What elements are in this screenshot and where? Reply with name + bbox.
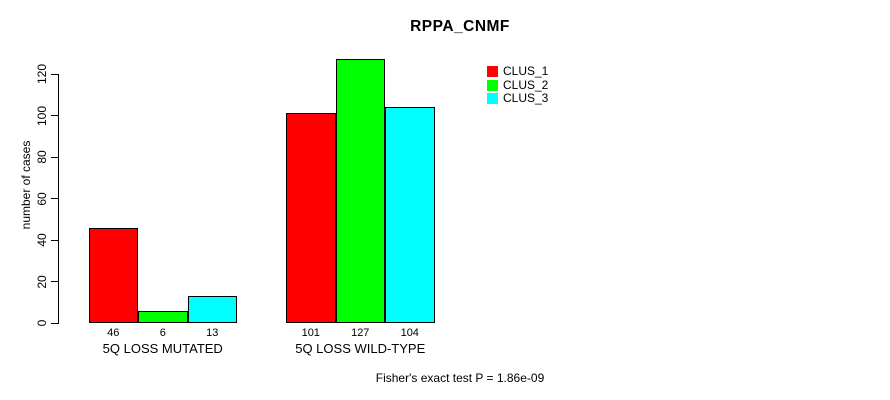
legend-item-clus_2: CLUS_2: [487, 77, 549, 93]
bar-value-label: 127: [351, 327, 370, 339]
y-axis-tick: [50, 73, 59, 75]
bar-value-label: 6: [159, 327, 166, 339]
y-axis-tick-label: 40: [35, 233, 49, 247]
legend-swatch-icon: [487, 93, 498, 105]
legend-item-clus_1: CLUS_1: [487, 64, 549, 79]
y-axis-tick-label: 20: [35, 274, 49, 289]
bar-clus_3-group1: [187, 296, 237, 323]
bar-clus_2-group1: [138, 310, 188, 323]
y-axis-tick: [50, 322, 59, 324]
x-axis-group-label: 5Q LOSS MUTATED: [102, 341, 223, 356]
bar-clus_1-group1: [88, 227, 138, 323]
y-axis-tick-label: 0: [35, 319, 49, 327]
bar-value-label: 101: [301, 327, 320, 339]
bar-value-label: 46: [107, 327, 120, 339]
legend-label: CLUS_2: [503, 77, 549, 92]
legend-swatch-icon: [487, 66, 498, 78]
legend: CLUS_1 CLUS_2 CLUS_3: [487, 64, 549, 106]
stat-caption: Fisher's exact test P = 1.86e-09: [375, 371, 545, 385]
chart-title: RPPA_CNMF: [410, 18, 510, 35]
bar-clus_1-group2: [286, 113, 336, 323]
y-axis-tick-label: 80: [35, 150, 49, 164]
y-axis-tick: [50, 281, 59, 282]
legend-label: CLUS_3: [503, 91, 549, 105]
y-axis-tick: [50, 198, 59, 199]
legend-label: CLUS_1: [503, 64, 549, 78]
y-axis-tick-label: 100: [35, 105, 49, 126]
y-axis-tick: [50, 239, 59, 241]
y-axis-tick: [50, 156, 59, 158]
legend-item-clus_3: CLUS_3: [487, 91, 549, 106]
bar-clus_2-group2: [335, 59, 385, 323]
legend-swatch-icon: [487, 79, 498, 91]
y-axis-title: number of cases: [19, 140, 33, 230]
y-axis-tick: [50, 115, 59, 116]
y-axis-tick-label: 60: [35, 191, 49, 206]
bar-clus_3-group2: [385, 107, 435, 323]
x-axis-group-label: 5Q LOSS WILD-TYPE: [295, 341, 426, 356]
bar-value-label: 13: [206, 327, 219, 339]
y-axis-line: [58, 74, 59, 323]
y-axis-tick-label: 120: [35, 63, 49, 85]
bar-value-label: 104: [400, 327, 419, 339]
